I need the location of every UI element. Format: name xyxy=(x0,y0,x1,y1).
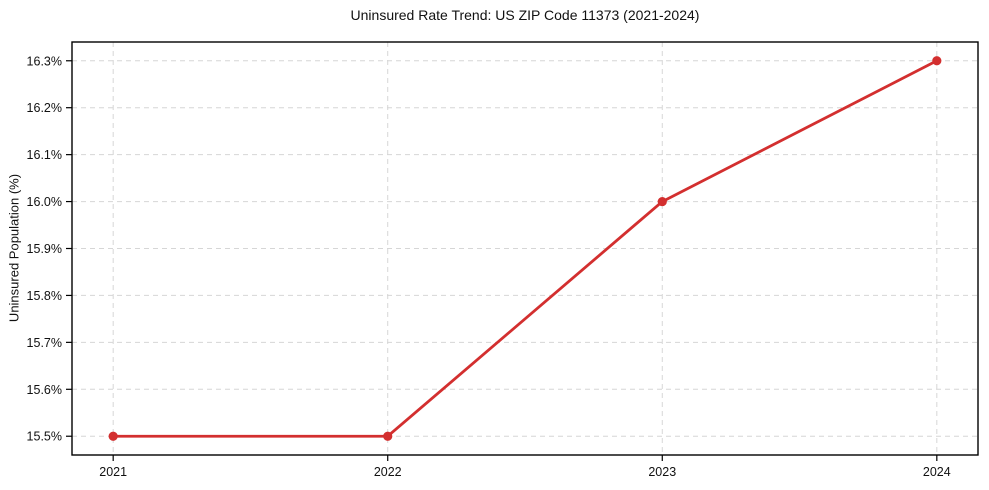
x-tick-label: 2021 xyxy=(99,465,127,479)
y-tick-label: 16.3% xyxy=(27,54,62,68)
data-point xyxy=(932,56,942,66)
y-tick-label: 15.5% xyxy=(27,430,62,444)
y-tick-label: 16.1% xyxy=(27,148,62,162)
x-tick-label: 2022 xyxy=(374,465,402,479)
data-point xyxy=(383,431,393,441)
data-point xyxy=(108,431,118,441)
x-tick-label: 2024 xyxy=(923,465,951,479)
y-tick-label: 16.2% xyxy=(27,101,62,115)
y-tick-label: 15.8% xyxy=(27,289,62,303)
y-tick-label: 16.0% xyxy=(27,195,62,209)
y-tick-label: 15.9% xyxy=(27,242,62,256)
data-point xyxy=(657,196,667,207)
y-tick-label: 15.6% xyxy=(27,383,62,397)
chart-title: Uninsured Rate Trend: US ZIP Code 11373 … xyxy=(350,7,700,23)
x-tick-label: 2023 xyxy=(648,465,676,479)
trend-line xyxy=(111,59,939,438)
y-tick-label: 15.7% xyxy=(27,336,62,350)
